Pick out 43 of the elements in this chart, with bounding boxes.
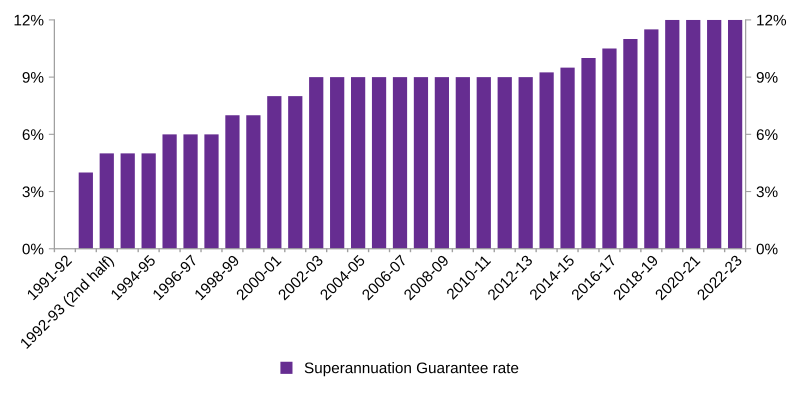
bar — [539, 72, 554, 249]
bar — [78, 172, 93, 249]
bar — [267, 96, 282, 249]
bar — [456, 77, 470, 249]
bar — [372, 77, 386, 249]
bar — [183, 134, 198, 249]
bar — [225, 115, 240, 249]
bar — [518, 77, 533, 249]
bar — [623, 38, 638, 249]
bar — [498, 77, 512, 249]
bar — [142, 153, 156, 249]
bar — [204, 134, 219, 249]
legend-label: Superannuation Guarantee rate — [304, 362, 518, 376]
y-tick-label: 0% — [22, 244, 44, 254]
bar — [330, 77, 344, 249]
bar — [120, 153, 135, 249]
bar — [602, 48, 617, 249]
bar — [644, 29, 658, 249]
bar — [309, 77, 324, 249]
y2-tick-label: 9% — [756, 72, 778, 83]
bar — [686, 20, 700, 249]
bar — [162, 134, 177, 249]
bar — [476, 77, 491, 249]
bar — [707, 20, 722, 249]
bar — [350, 77, 366, 249]
bar — [560, 68, 575, 249]
bar — [414, 77, 428, 249]
bar — [728, 20, 742, 249]
y-tick-label: 3% — [22, 186, 44, 198]
y-tick-label: 9% — [22, 72, 44, 83]
y2-tick-label: 3% — [756, 186, 778, 198]
bar — [100, 153, 114, 249]
bar — [581, 58, 596, 249]
y2-tick-label: 0% — [756, 244, 778, 254]
bar — [392, 77, 408, 249]
y2-tick-label: 6% — [756, 129, 778, 140]
bar — [434, 77, 450, 249]
y-tick-label: 12% — [14, 14, 44, 26]
bar — [288, 96, 302, 249]
y2-tick-label: 12% — [757, 14, 786, 26]
y-tick-label: 6% — [22, 129, 44, 140]
bar — [246, 115, 261, 249]
bar — [665, 20, 680, 249]
